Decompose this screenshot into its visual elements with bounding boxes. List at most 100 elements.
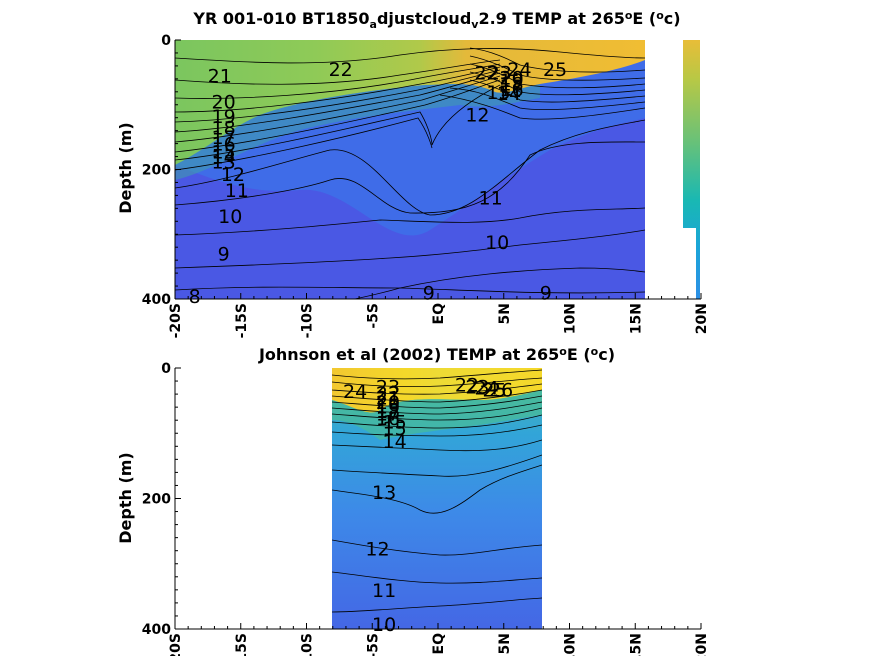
contour-label: 20	[212, 92, 236, 114]
contour-line	[175, 84, 501, 161]
contour-label: 19	[212, 106, 236, 128]
contour-line	[469, 63, 646, 89]
contour-line	[332, 407, 542, 421]
panel-1-strip-gap	[683, 228, 696, 299]
x-tick-label: EQ	[431, 633, 447, 655]
title-part-c: 2.9 TEMP at 265	[478, 9, 624, 28]
y-tick-label: 400	[142, 622, 171, 638]
contour-line	[175, 286, 646, 294]
x-tick-label: 5N	[497, 633, 513, 654]
contour-label: 12	[221, 164, 245, 186]
contour-line	[175, 69, 501, 123]
contour-line	[175, 141, 646, 214]
contour-label: 21	[376, 387, 400, 409]
title-part-e: c)	[598, 345, 615, 364]
panel-1: YR 001-010 BT1850adjustcloudv2.9 TEMP at…	[116, 9, 710, 338]
panel-1-y-axis-label: Depth (m)	[116, 122, 135, 214]
panel-1-warm-layer	[175, 40, 645, 165]
x-tick-label: 10N	[563, 303, 579, 334]
contour-line	[439, 94, 646, 120]
contour-line	[332, 454, 542, 477]
contour-label: 13	[372, 482, 396, 504]
contour-line	[352, 267, 646, 299]
panel-2-transition	[332, 390, 542, 440]
panel-2-title: Johnson et al (2002) TEMP at 265oE (oc)	[258, 345, 615, 364]
title-part-sup1: o	[559, 345, 567, 358]
contour-line	[332, 377, 542, 388]
contour-label: 15	[486, 82, 510, 104]
contour-line	[332, 395, 542, 409]
contour-label: 24	[507, 59, 531, 81]
contour-label: 24	[343, 381, 367, 403]
contour-label: 11	[225, 180, 249, 202]
contour-label: 9	[540, 283, 552, 305]
x-tick-label: 20N	[694, 633, 710, 656]
contour-label: 8	[189, 286, 201, 308]
contour-line	[449, 87, 646, 110]
contour-label: 17	[212, 127, 236, 149]
panel-2-y-axis-label: Depth (m)	[116, 452, 135, 544]
panel-2: Johnson et al (2002) TEMP at 265oE (oc)	[116, 345, 710, 656]
contour-label: 18	[212, 117, 236, 139]
contour-label: 16	[212, 134, 236, 156]
contour-label: 23	[465, 376, 489, 398]
contour-label: 22	[376, 383, 400, 405]
contour-label: 25	[543, 59, 567, 81]
title-part-b: djustcloud	[377, 9, 471, 28]
contour-label: 9	[218, 244, 230, 266]
contour-label: 15	[212, 141, 236, 163]
contour-label: 16	[500, 79, 524, 101]
contour-label: 12	[465, 104, 489, 126]
contour-label: 22	[455, 374, 479, 396]
x-tick-label: -15S	[234, 633, 250, 656]
contour-label: 23	[376, 376, 400, 398]
contour-line	[332, 414, 542, 429]
x-tick-label: 20N	[694, 303, 710, 334]
x-tick-label: -20S	[168, 633, 184, 656]
panel-2-contour-labels: 24 23222120191817161515141312111022232425…	[343, 374, 513, 635]
panel-1-contours	[175, 47, 646, 299]
x-tick-label: 5N	[497, 303, 513, 324]
contour-line	[332, 424, 542, 437]
title-part-d: E (	[567, 345, 591, 364]
panel-1-ticks: -20S -15S -10S -5S EQ 5N 10N 15N 20N 0 200 400	[142, 33, 710, 338]
contour-label: 22	[475, 62, 499, 84]
contour-line	[332, 383, 542, 395]
x-tick-label: EQ	[431, 303, 447, 325]
contour-line	[332, 571, 542, 584]
contour-label: 23	[488, 62, 512, 84]
panel-1-field	[175, 40, 700, 299]
y-tick-label: 200	[142, 163, 171, 179]
contour-label: 21	[208, 66, 232, 88]
contour-line	[469, 47, 646, 73]
title-part-d: E (	[632, 9, 656, 28]
contour-line	[332, 597, 542, 613]
contour-label: 22	[329, 59, 353, 81]
y-tick-label: 400	[142, 292, 171, 308]
contour-line	[332, 439, 542, 452]
contour-label: 20	[376, 392, 400, 414]
contour-line	[332, 401, 542, 415]
x-tick-label: -15S	[234, 303, 250, 338]
contour-line	[175, 75, 501, 143]
contour-line	[469, 55, 646, 81]
contour-line	[332, 539, 542, 556]
title-part-a: Johnson et al (2002) TEMP at 265	[258, 345, 559, 364]
contour-label: 14	[383, 431, 407, 453]
y-tick-label: 200	[142, 492, 171, 508]
contour-label: 10	[372, 614, 396, 636]
x-tick-label: -10S	[300, 633, 316, 656]
contour-line	[175, 63, 501, 99]
contour-label: 17	[500, 76, 524, 98]
y-tick-label: 0	[161, 33, 171, 49]
title-part-sub1: a	[370, 18, 377, 31]
title-part-sub2: v	[471, 18, 479, 31]
contour-label: 19	[500, 70, 524, 92]
contour-line	[175, 79, 501, 153]
contour-label: 18	[500, 73, 524, 95]
contour-label: 26	[489, 380, 513, 402]
contour-line	[332, 369, 542, 380]
title-part-a: YR 001-010 BT1850	[192, 9, 369, 28]
